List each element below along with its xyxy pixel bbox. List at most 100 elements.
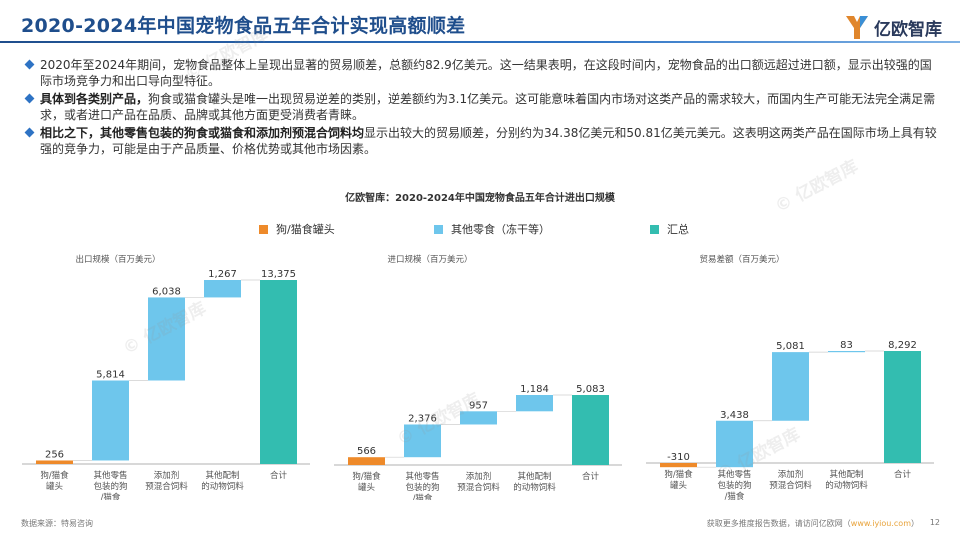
bullet-item: 2020年至2024年期间，宠物食品整体上呈现出显著的贸易顺差，总额约82.9亿… — [24, 57, 938, 89]
data-label: 8,292 — [888, 340, 917, 351]
data-label: 1,184 — [520, 384, 549, 395]
waterfall-bar — [828, 351, 865, 353]
data-label: 1,267 — [208, 269, 237, 280]
footer-link[interactable]: www.iyiou.com — [850, 519, 911, 528]
bullet-lead: 具体到各类别产品， — [40, 92, 149, 106]
category-label: 添加剂预混合饲料 — [457, 471, 500, 493]
diamond-bullet-icon — [24, 93, 35, 104]
waterfall-bar — [772, 352, 809, 421]
category-label-line: 合计 — [270, 470, 288, 481]
legend-swatch — [434, 224, 443, 234]
category-label-line: 添加剂 — [466, 471, 492, 482]
export-waterfall-chart: 出口规模（百万美元） 256 狗/猫食罐头 5,814 其他零售包装的狗/猫食 6,038… — [18, 250, 318, 500]
logo-text: 亿欧智库 — [874, 19, 942, 40]
category-label: 狗/猫食罐头 — [664, 469, 693, 491]
bullet-item: 具体到各类别产品，狗食或猫食罐头是唯一出现贸易逆差的类别，逆差额约为3.1亿美元… — [24, 91, 938, 123]
waterfall-bar — [92, 380, 129, 461]
category-label-line: 罐头 — [358, 482, 376, 493]
data-label: 5,814 — [96, 369, 125, 380]
category-label-line: /猫食 — [725, 491, 745, 500]
legend-item: 汇总 — [650, 221, 689, 237]
category-label-line: 包装的狗 — [717, 480, 751, 491]
category-label-line: 添加剂 — [778, 469, 804, 480]
footer-more-suffix: ） — [911, 519, 919, 528]
category-label: 其他零售包装的狗/猫食 — [405, 471, 439, 500]
waterfall-bar — [204, 280, 241, 298]
bullet-item: 相比之下，其他零售包装的狗食或猫食和添加剂预混合饲料均显示出较大的贸易顺差，分别… — [24, 125, 938, 157]
page-number: 12 — [929, 518, 940, 527]
legend-swatch — [650, 224, 659, 234]
waterfall-bar — [516, 395, 553, 412]
category-label: 狗/猫食罐头 — [352, 471, 381, 493]
waterfall-bar — [460, 411, 497, 425]
panel-title: 进口规模（百万美元） — [387, 254, 472, 265]
footer-more-info: 获取更多推度报告数据，请访问亿欧网（www.iyiou.com） — [707, 518, 919, 529]
category-label-line: 的动物饲料 — [825, 480, 868, 491]
chart-legend: 狗/猫食罐头 其他零食（冻干等） 汇总 — [0, 221, 960, 237]
footer-more-prefix: 获取更多推度报告数据，请访问亿欧网（ — [706, 519, 851, 528]
waterfall-bar — [572, 395, 609, 465]
category-label-line: 合计 — [894, 469, 912, 480]
category-label-line: 预混合饲料 — [457, 482, 500, 493]
data-label: 3,438 — [720, 410, 749, 421]
diamond-bullet-icon — [24, 127, 35, 138]
category-label-line: /猫食 — [101, 492, 121, 500]
category-label: 添加剂预混合饲料 — [769, 469, 812, 491]
data-label: 6,038 — [152, 286, 181, 297]
category-label-line: 其他零售 — [717, 469, 751, 480]
balance-chart-svg: 贸易差额（百万美元） -310 狗/猫食罐头 3,438 其他零售包装的狗/猫食 5,08… — [646, 254, 934, 500]
header-divider — [0, 41, 960, 43]
panel-title: 贸易差额（百万美元） — [699, 254, 784, 265]
category-label: 其他零售包装的狗/猫食 — [93, 470, 127, 500]
watermark: © 亿欧智库 — [771, 156, 862, 217]
logo-icon — [846, 16, 868, 39]
bullet-text: 2020年至2024年期间，宠物食品整体上呈现出显著的贸易顺差，总额约82.9亿… — [40, 58, 932, 88]
category-label-line: 其他配制 — [829, 469, 863, 480]
panel-title: 出口规模（百万美元） — [75, 254, 160, 265]
data-source: 数据来源：特易咨询 — [21, 519, 93, 528]
category-label-line: 罐头 — [670, 480, 688, 491]
category-label-line: 狗/猫食 — [40, 470, 69, 481]
category-label: 其他配制的动物饲料 — [825, 469, 868, 491]
legend-item: 狗/猫食罐头 — [259, 221, 335, 237]
data-label: 256 — [45, 449, 64, 460]
data-label: 5,083 — [576, 384, 605, 395]
category-label: 合计 — [582, 471, 600, 482]
export-chart-svg: 出口规模（百万美元） 256 狗/猫食罐头 5,814 其他零售包装的狗/猫食 6,038… — [22, 254, 310, 500]
logo: 亿欧智库 — [844, 13, 942, 41]
bullet-list: 2020年至2024年期间，宠物食品整体上呈现出显著的贸易顺差，总额约82.9亿… — [24, 57, 938, 159]
category-label-line: 包装的狗 — [405, 482, 439, 493]
legend-label: 其他零食（冻干等） — [451, 223, 550, 236]
data-label: 2,376 — [408, 413, 437, 424]
legend-swatch — [259, 224, 268, 234]
waterfall-bar — [348, 457, 385, 465]
category-label-line: 其他配制 — [205, 470, 239, 481]
chart-title: 亿欧智库：2020-2024年中国宠物食品五年合计进出口规模 — [345, 193, 615, 204]
category-label-line: 的动物饲料 — [513, 482, 556, 493]
balance-waterfall-chart: 贸易差额（百万美元） -310 狗/猫食罐头 3,438 其他零售包装的狗/猫食 5,08… — [642, 250, 942, 500]
category-label-line: 其他零售 — [93, 470, 127, 481]
category-label-line: 添加剂 — [154, 470, 180, 481]
data-label: 957 — [469, 400, 488, 411]
legend-label: 狗/猫食罐头 — [276, 223, 335, 236]
category-label-line: 其他零售 — [405, 471, 439, 482]
legend-item: 其他零食（冻干等） — [434, 221, 550, 237]
data-label: 566 — [357, 446, 376, 457]
category-label-line: 其他配制 — [517, 471, 551, 482]
waterfall-bar — [404, 424, 441, 458]
category-label-line: 包装的狗 — [93, 481, 127, 492]
category-label: 合计 — [894, 469, 912, 480]
category-label-line: 合计 — [582, 471, 600, 482]
category-label-line: 狗/猫食 — [664, 469, 693, 480]
category-label: 合计 — [270, 470, 288, 481]
data-label: -310 — [667, 452, 690, 463]
legend-label: 汇总 — [667, 223, 689, 236]
category-label: 狗/猫食罐头 — [40, 470, 69, 492]
category-label-line: 预混合饲料 — [769, 480, 812, 491]
import-waterfall-chart: 进口规模（百万美元） 566 狗/猫食罐头 2,376 其他零售包装的狗/猫食 957 添加… — [330, 250, 630, 500]
waterfall-bar — [884, 351, 921, 463]
waterfall-bar — [148, 297, 185, 381]
data-label: 13,375 — [261, 269, 296, 280]
waterfall-bar — [36, 460, 73, 464]
